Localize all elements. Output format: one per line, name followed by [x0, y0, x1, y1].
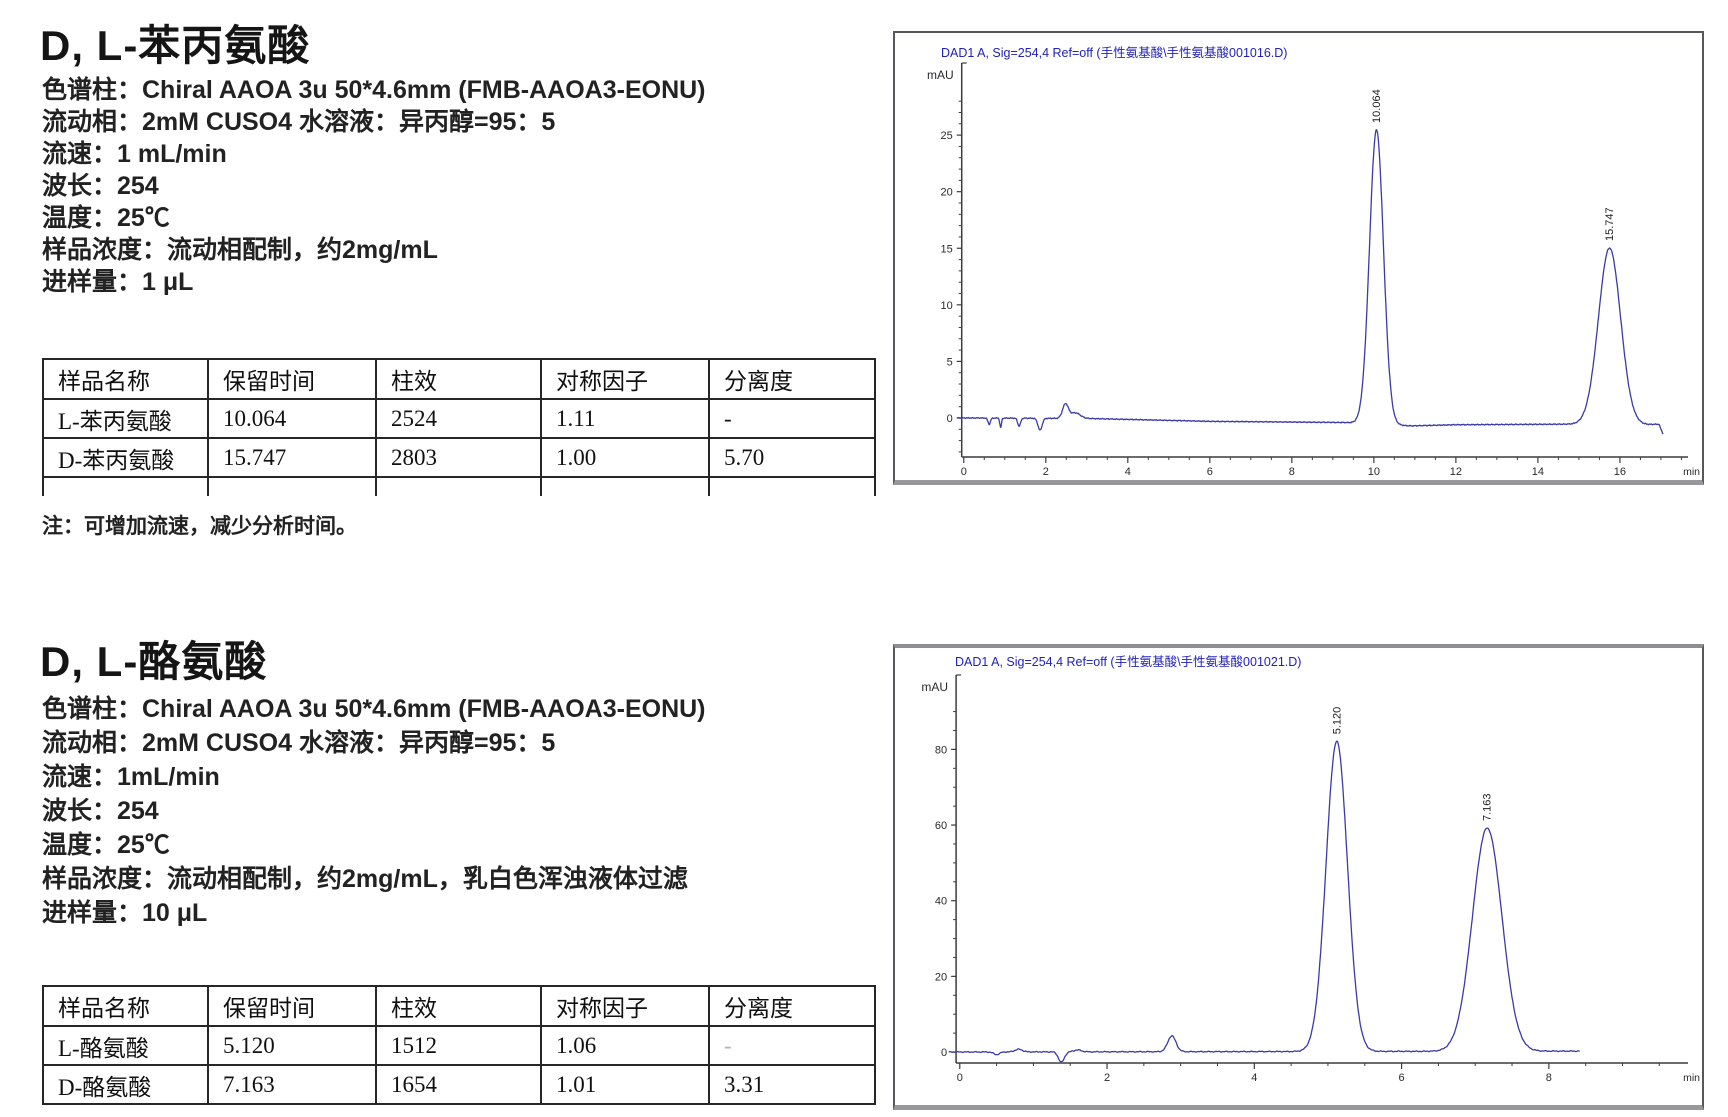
table-cell: 1.11 [540, 398, 710, 439]
svg-text:6: 6 [1399, 1072, 1405, 1084]
svg-text:15: 15 [940, 243, 952, 255]
svg-text:min: min [1683, 1072, 1700, 1084]
header-column-efficiency: 柱效 [375, 985, 542, 1027]
header-resolution: 分离度 [708, 985, 876, 1027]
table-row: L-苯丙氨酸 10.064 2524 1.11 - [42, 398, 876, 439]
svg-text:8: 8 [1289, 466, 1295, 478]
condition-flow-rate: 流速：1mL/min [42, 763, 220, 791]
svg-text:8: 8 [1546, 1072, 1552, 1084]
svg-text:0: 0 [941, 1047, 947, 1059]
svg-text:4: 4 [1125, 466, 1131, 478]
condition-injection: 进样量：10 μL [42, 899, 208, 927]
svg-text:DAD1 A, Sig=254,4 Ref=off (手性氨: DAD1 A, Sig=254,4 Ref=off (手性氨基酸\手性氨基酸00… [955, 654, 1301, 669]
svg-text:20: 20 [935, 971, 947, 983]
svg-text:0: 0 [957, 1072, 963, 1084]
svg-text:20: 20 [940, 187, 952, 199]
table-cell: 1654 [375, 1064, 542, 1105]
svg-text:4: 4 [1251, 1072, 1257, 1084]
header-column-efficiency: 柱效 [375, 358, 542, 400]
svg-text:6: 6 [1207, 466, 1213, 478]
condition-concentration: 样品浓度：流动相配制，约2mg/mL，乳白色浑浊液体过滤 [42, 865, 688, 893]
svg-text:7.163: 7.163 [1482, 793, 1494, 821]
header-retention-time: 保留时间 [207, 985, 377, 1027]
table-cell: 15.747 [207, 437, 377, 478]
table-cell: D-苯丙氨酸 [42, 437, 209, 478]
condition-concentration: 样品浓度：流动相配制，约2mg/mL [42, 236, 438, 264]
condition-wavelength: 波长：254 [42, 172, 159, 200]
table-cell: 10.064 [207, 398, 377, 439]
svg-text:12: 12 [1450, 466, 1462, 478]
chromatogram-panel-phenylalanine: DAD1 A, Sig=254,4 Ref=off (手性氨基酸\手性氨基酸00… [893, 31, 1704, 485]
section-title-phenylalanine: D, L-苯丙氨酸 [40, 22, 311, 69]
conditions-list-tyrosine: 色谱柱：Chiral AAOA 3u 50*4.6mm (FMB-AAOA3-E… [42, 692, 706, 930]
header-retention-time: 保留时间 [207, 358, 377, 400]
svg-text:min: min [1683, 466, 1700, 478]
table-row: D-酪氨酸 7.163 1654 1.01 3.31 [42, 1064, 876, 1105]
chromatogram-svg: DAD1 A, Sig=254,4 Ref=off (手性氨基酸\手性氨基酸00… [921, 654, 1700, 1084]
chromatogram-svg: DAD1 A, Sig=254,4 Ref=off (手性氨基酸\手性氨基酸00… [927, 45, 1700, 478]
svg-text:0: 0 [961, 466, 967, 478]
svg-text:5.120: 5.120 [1331, 707, 1343, 735]
condition-mobile-phase: 流动相：2mM CUSO4 水溶液：异丙醇=95：5 [42, 108, 556, 136]
svg-text:10.064: 10.064 [1371, 89, 1383, 123]
chromatogram-panel-tyrosine: DAD1 A, Sig=254,4 Ref=off (手性氨基酸\手性氨基酸00… [893, 644, 1704, 1110]
table-clipped-row [42, 476, 876, 496]
svg-text:16: 16 [1614, 466, 1626, 478]
condition-injection: 进样量：1 μL [42, 268, 194, 296]
condition-flow-rate: 流速：1 mL/min [42, 140, 227, 168]
table-cell: L-酪氨酸 [42, 1025, 209, 1066]
condition-wavelength: 波长：254 [42, 797, 159, 825]
table-cell: 2524 [375, 398, 542, 439]
header-symmetry-factor: 对称因子 [540, 358, 710, 400]
table-cell: D-酪氨酸 [42, 1064, 209, 1105]
condition-column: 色谱柱：Chiral AAOA 3u 50*4.6mm (FMB-AAOA3-E… [42, 695, 706, 723]
svg-text:5: 5 [947, 356, 953, 368]
svg-text:80: 80 [935, 744, 947, 756]
header-sample-name: 样品名称 [42, 358, 209, 400]
table-cell: 1512 [375, 1025, 542, 1066]
svg-text:14: 14 [1532, 466, 1544, 478]
header-resolution: 分离度 [708, 358, 876, 400]
table-row: L-酪氨酸 5.120 1512 1.06 - [42, 1025, 876, 1066]
table-cell: - [708, 1025, 876, 1066]
table-cell: L-苯丙氨酸 [42, 398, 209, 439]
svg-text:0: 0 [947, 413, 953, 425]
svg-text:10: 10 [1368, 466, 1380, 478]
table-cell: 5.120 [207, 1025, 377, 1066]
svg-text:15.747: 15.747 [1604, 207, 1616, 241]
results-table-tyrosine: 样品名称 保留时间 柱效 对称因子 分离度 L-酪氨酸 5.120 1512 1… [42, 985, 876, 1105]
condition-mobile-phase: 流动相：2mM CUSO4 水溶液：异丙醇=95：5 [42, 729, 556, 757]
results-table-phenylalanine: 样品名称 保留时间 柱效 对称因子 分离度 L-苯丙氨酸 10.064 2524… [42, 358, 876, 496]
note-text: 注：可增加流速，减少分析时间。 [42, 514, 357, 538]
header-symmetry-factor: 对称因子 [540, 985, 710, 1027]
svg-text:2: 2 [1104, 1072, 1110, 1084]
conditions-list-phenylalanine: 色谱柱：Chiral AAOA 3u 50*4.6mm (FMB-AAOA3-E… [42, 74, 706, 298]
table-cell: 2803 [375, 437, 542, 478]
svg-text:mAU: mAU [927, 68, 954, 82]
table-cell: 7.163 [207, 1064, 377, 1105]
table-header-row: 样品名称 保留时间 柱效 对称因子 分离度 [42, 358, 876, 400]
svg-text:25: 25 [940, 130, 952, 142]
table-cell: 3.31 [708, 1064, 876, 1105]
svg-text:40: 40 [935, 896, 947, 908]
table-cell: - [708, 398, 876, 439]
svg-text:2: 2 [1043, 466, 1049, 478]
header-sample-name: 样品名称 [42, 985, 209, 1027]
table-cell: 1.06 [540, 1025, 710, 1066]
table-row: D-苯丙氨酸 15.747 2803 1.00 5.70 [42, 437, 876, 478]
condition-temperature: 温度：25℃ [42, 204, 170, 232]
table-header-row: 样品名称 保留时间 柱效 对称因子 分离度 [42, 985, 876, 1027]
svg-text:10: 10 [940, 300, 952, 312]
svg-text:DAD1 A, Sig=254,4 Ref=off (手性氨: DAD1 A, Sig=254,4 Ref=off (手性氨基酸\手性氨基酸00… [941, 45, 1287, 60]
condition-temperature: 温度：25℃ [42, 831, 170, 859]
svg-text:60: 60 [935, 820, 947, 832]
section-title-tyrosine: D, L-酪氨酸 [40, 638, 268, 685]
table-cell: 1.00 [540, 437, 710, 478]
table-cell: 5.70 [708, 437, 876, 478]
svg-text:mAU: mAU [921, 680, 948, 694]
condition-column: 色谱柱：Chiral AAOA 3u 50*4.6mm (FMB-AAOA3-E… [42, 76, 706, 104]
table-cell: 1.01 [540, 1064, 710, 1105]
